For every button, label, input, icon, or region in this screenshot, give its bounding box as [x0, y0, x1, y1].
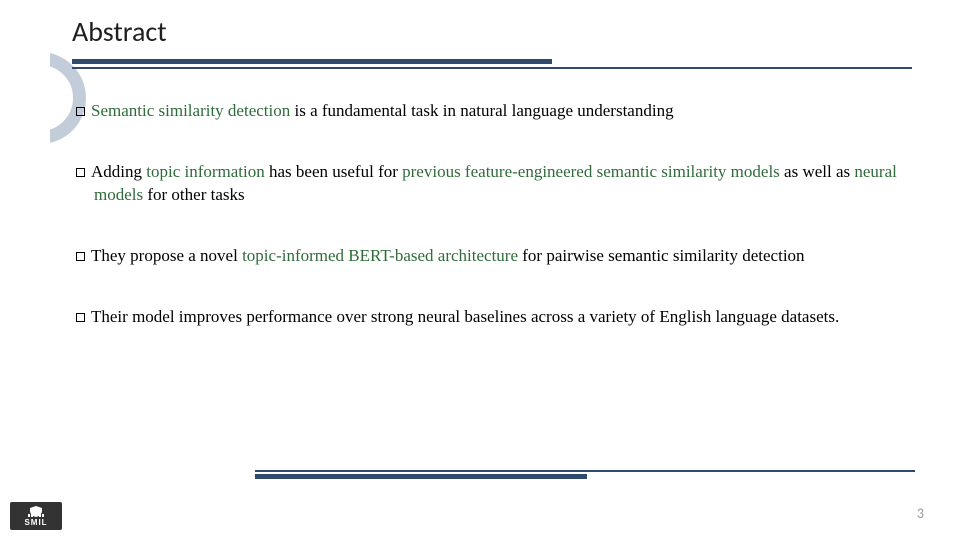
bullet-item: Semantic similarity detection is a funda… [76, 100, 916, 123]
title-rule-thick [72, 59, 552, 64]
body-text: for pairwise semantic similarity detecti… [518, 246, 805, 265]
checkbox-bullet-icon [76, 252, 85, 261]
highlight-text: topic-informed BERT-based architecture [242, 246, 518, 265]
highlight-text: Semantic similarity detection [91, 101, 290, 120]
body-text: for other tasks [143, 185, 245, 204]
bullet-item: Adding topic information has been useful… [76, 161, 916, 207]
body-text: as well as [780, 162, 855, 181]
highlight-text: previous feature-engineered semantic sim… [402, 162, 780, 181]
highlight-text: topic information [146, 162, 265, 181]
body-text: They propose a novel [91, 246, 242, 265]
checkbox-bullet-icon [76, 107, 85, 116]
body-text: is a fundamental task in natural languag… [290, 101, 673, 120]
title-block: Abstract [72, 14, 912, 73]
logo: SMIL [10, 502, 62, 530]
title-rule-thin [72, 67, 912, 69]
shield-icon [28, 506, 44, 517]
footer-rule-thick [255, 474, 587, 479]
content-area: Semantic similarity detection is a funda… [76, 100, 916, 367]
slide: Abstract Semantic similarity detection i… [0, 0, 960, 540]
slide-title: Abstract [72, 14, 912, 49]
body-text: Their model improves performance over st… [91, 307, 839, 326]
title-underline [72, 59, 912, 73]
body-text: Adding [91, 162, 146, 181]
checkbox-bullet-icon [76, 313, 85, 322]
footer-rule-thin [255, 470, 915, 472]
page-number: 3 [917, 505, 924, 522]
bullet-item: Their model improves performance over st… [76, 306, 916, 329]
footer-underline [255, 470, 915, 484]
bullet-item: They propose a novel topic-informed BERT… [76, 245, 916, 268]
checkbox-bullet-icon [76, 168, 85, 177]
logo-text: SMIL [24, 518, 47, 527]
body-text: has been useful for [265, 162, 402, 181]
left-gutter [0, 0, 50, 540]
